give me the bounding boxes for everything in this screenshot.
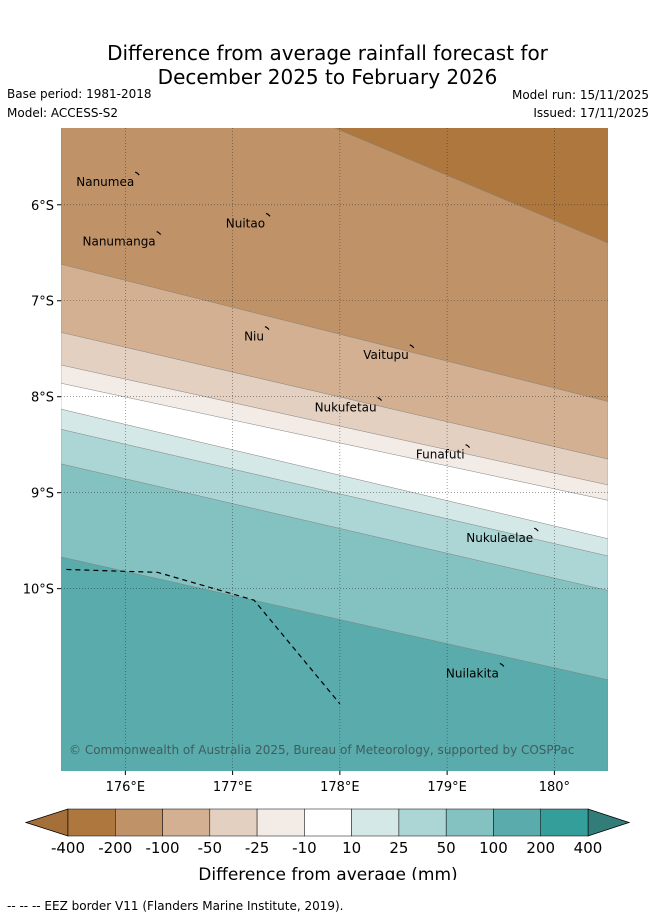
colorbar-tick-label: -400 — [51, 839, 85, 857]
lat-tick-label: 9°S — [31, 487, 54, 502]
island-label: Nuilakita — [446, 666, 499, 680]
island-label: Niu — [244, 330, 264, 344]
colorbar-swatch-0 — [67, 808, 116, 837]
lon-tick-label: 177°E — [213, 780, 253, 795]
eez-border — [66, 568, 341, 705]
lon-tick-label: 176°E — [106, 780, 146, 795]
island-shape-1 — [265, 212, 271, 217]
island-label: Nukulaelae — [466, 531, 533, 545]
contour-band-1 — [61, 128, 608, 402]
lon-tick-label: 178°E — [320, 780, 360, 795]
contour-band-3 — [61, 332, 608, 486]
colorbar-tick-label: 200 — [526, 839, 555, 857]
contour-band-7 — [61, 429, 608, 591]
colorbar-swatch-8 — [445, 808, 494, 837]
island-label: Nanumanga — [83, 235, 156, 249]
island-shape-0 — [134, 171, 140, 176]
base-period: Base period: 1981-2018 — [7, 87, 152, 101]
title-line-2: December 2025 to February 2026 — [157, 65, 498, 89]
colorbar-swatch-2 — [162, 808, 211, 837]
colorbar-swatch-10 — [540, 808, 589, 837]
island-shape-7 — [533, 527, 539, 532]
lat-tick-label: 8°S — [31, 391, 54, 406]
colorbar-tick-label: -50 — [198, 839, 223, 857]
colorbar-swatch-7 — [398, 808, 447, 837]
issued-date: Issued: 17/11/2025 — [533, 106, 649, 120]
contour-band-5 — [61, 383, 608, 539]
title-line-1: Difference from average rainfall forecas… — [107, 41, 548, 65]
island-shape-2 — [156, 231, 162, 235]
colorbar-legend: -400 -200 -100 -50 -25 -10 10 25 50 100 200 400 Diff… — [24, 808, 631, 880]
contour-band-9 — [61, 556, 608, 771]
colorbar-tick-label: 100 — [479, 839, 508, 857]
lat-tick-label: 10°S — [23, 583, 54, 598]
contour-bands — [61, 128, 608, 771]
colorbar-over-arrow — [587, 808, 631, 837]
colorbar-swatch-6 — [351, 808, 400, 837]
copyright-credit: © Commonwealth of Australia 2025, Bureau… — [69, 743, 574, 757]
island-label: Vaitupu — [363, 348, 409, 362]
lon-tick-label: 180° — [539, 780, 570, 795]
contour-band-6 — [61, 408, 608, 557]
lon-tick-label: 179°E — [427, 780, 467, 795]
lat-tick-label: 7°S — [31, 295, 54, 310]
model-name: Model: ACCESS-S2 — [7, 106, 119, 120]
colorbar-swatch-4 — [256, 808, 305, 837]
island-label: Funafuti — [416, 448, 465, 462]
island-label: Nukufetau — [315, 401, 377, 415]
island-shape-8 — [499, 662, 505, 667]
colorbar-tick-label: -25 — [245, 839, 270, 857]
contour-band-4 — [61, 364, 608, 501]
colorbar-swatch-5 — [304, 808, 352, 837]
colorbar-tick-label: 10 — [342, 839, 361, 857]
islands: Nanumea Nuitao Nanumanga Niu Vaitupu Nukufeta… — [76, 171, 539, 680]
eez-border-line — [66, 568, 341, 705]
colorbar-tick-label: -10 — [292, 839, 317, 857]
model-run: Model run: 15/11/2025 — [511, 88, 649, 102]
eez-footnote: -- -- -- EEZ border V11 (Flanders Marine… — [7, 899, 344, 913]
colorbar-swatch-9 — [493, 808, 541, 837]
colorbar-tick-label: -200 — [98, 839, 132, 857]
axes: 176°E 177°E 178°E 179°E 180° 6°S 7°S 8°S 9°S 10°S — [23, 199, 570, 795]
contour-band-2 — [61, 264, 608, 460]
island-shape-5 — [377, 397, 383, 402]
island-shape-4 — [409, 344, 415, 349]
rainfall-map: Nanumea Nuitao Nanumanga Niu Vaitupu Nukufeta… — [23, 128, 631, 880]
lat-tick-label: 6°S — [31, 199, 54, 214]
island-shape-3 — [264, 326, 270, 331]
colorbar-tick-label: 50 — [437, 839, 456, 857]
island-shape-6 — [465, 444, 470, 449]
island-label: Nuitao — [226, 216, 265, 230]
colorbar-swatch-1 — [115, 808, 163, 837]
colorbar-under-arrow — [24, 808, 69, 837]
colorbar-tick-label: 400 — [574, 839, 603, 857]
island-label: Nanumea — [76, 175, 134, 189]
colorbar-tick-label: 25 — [389, 839, 408, 857]
colorbar-tick-label: -100 — [146, 839, 180, 857]
contour-band-8 — [61, 463, 608, 681]
colorbar-title: Difference from average (mm) — [198, 865, 457, 880]
graticule — [61, 128, 608, 771]
colorbar-swatch-3 — [209, 808, 258, 837]
